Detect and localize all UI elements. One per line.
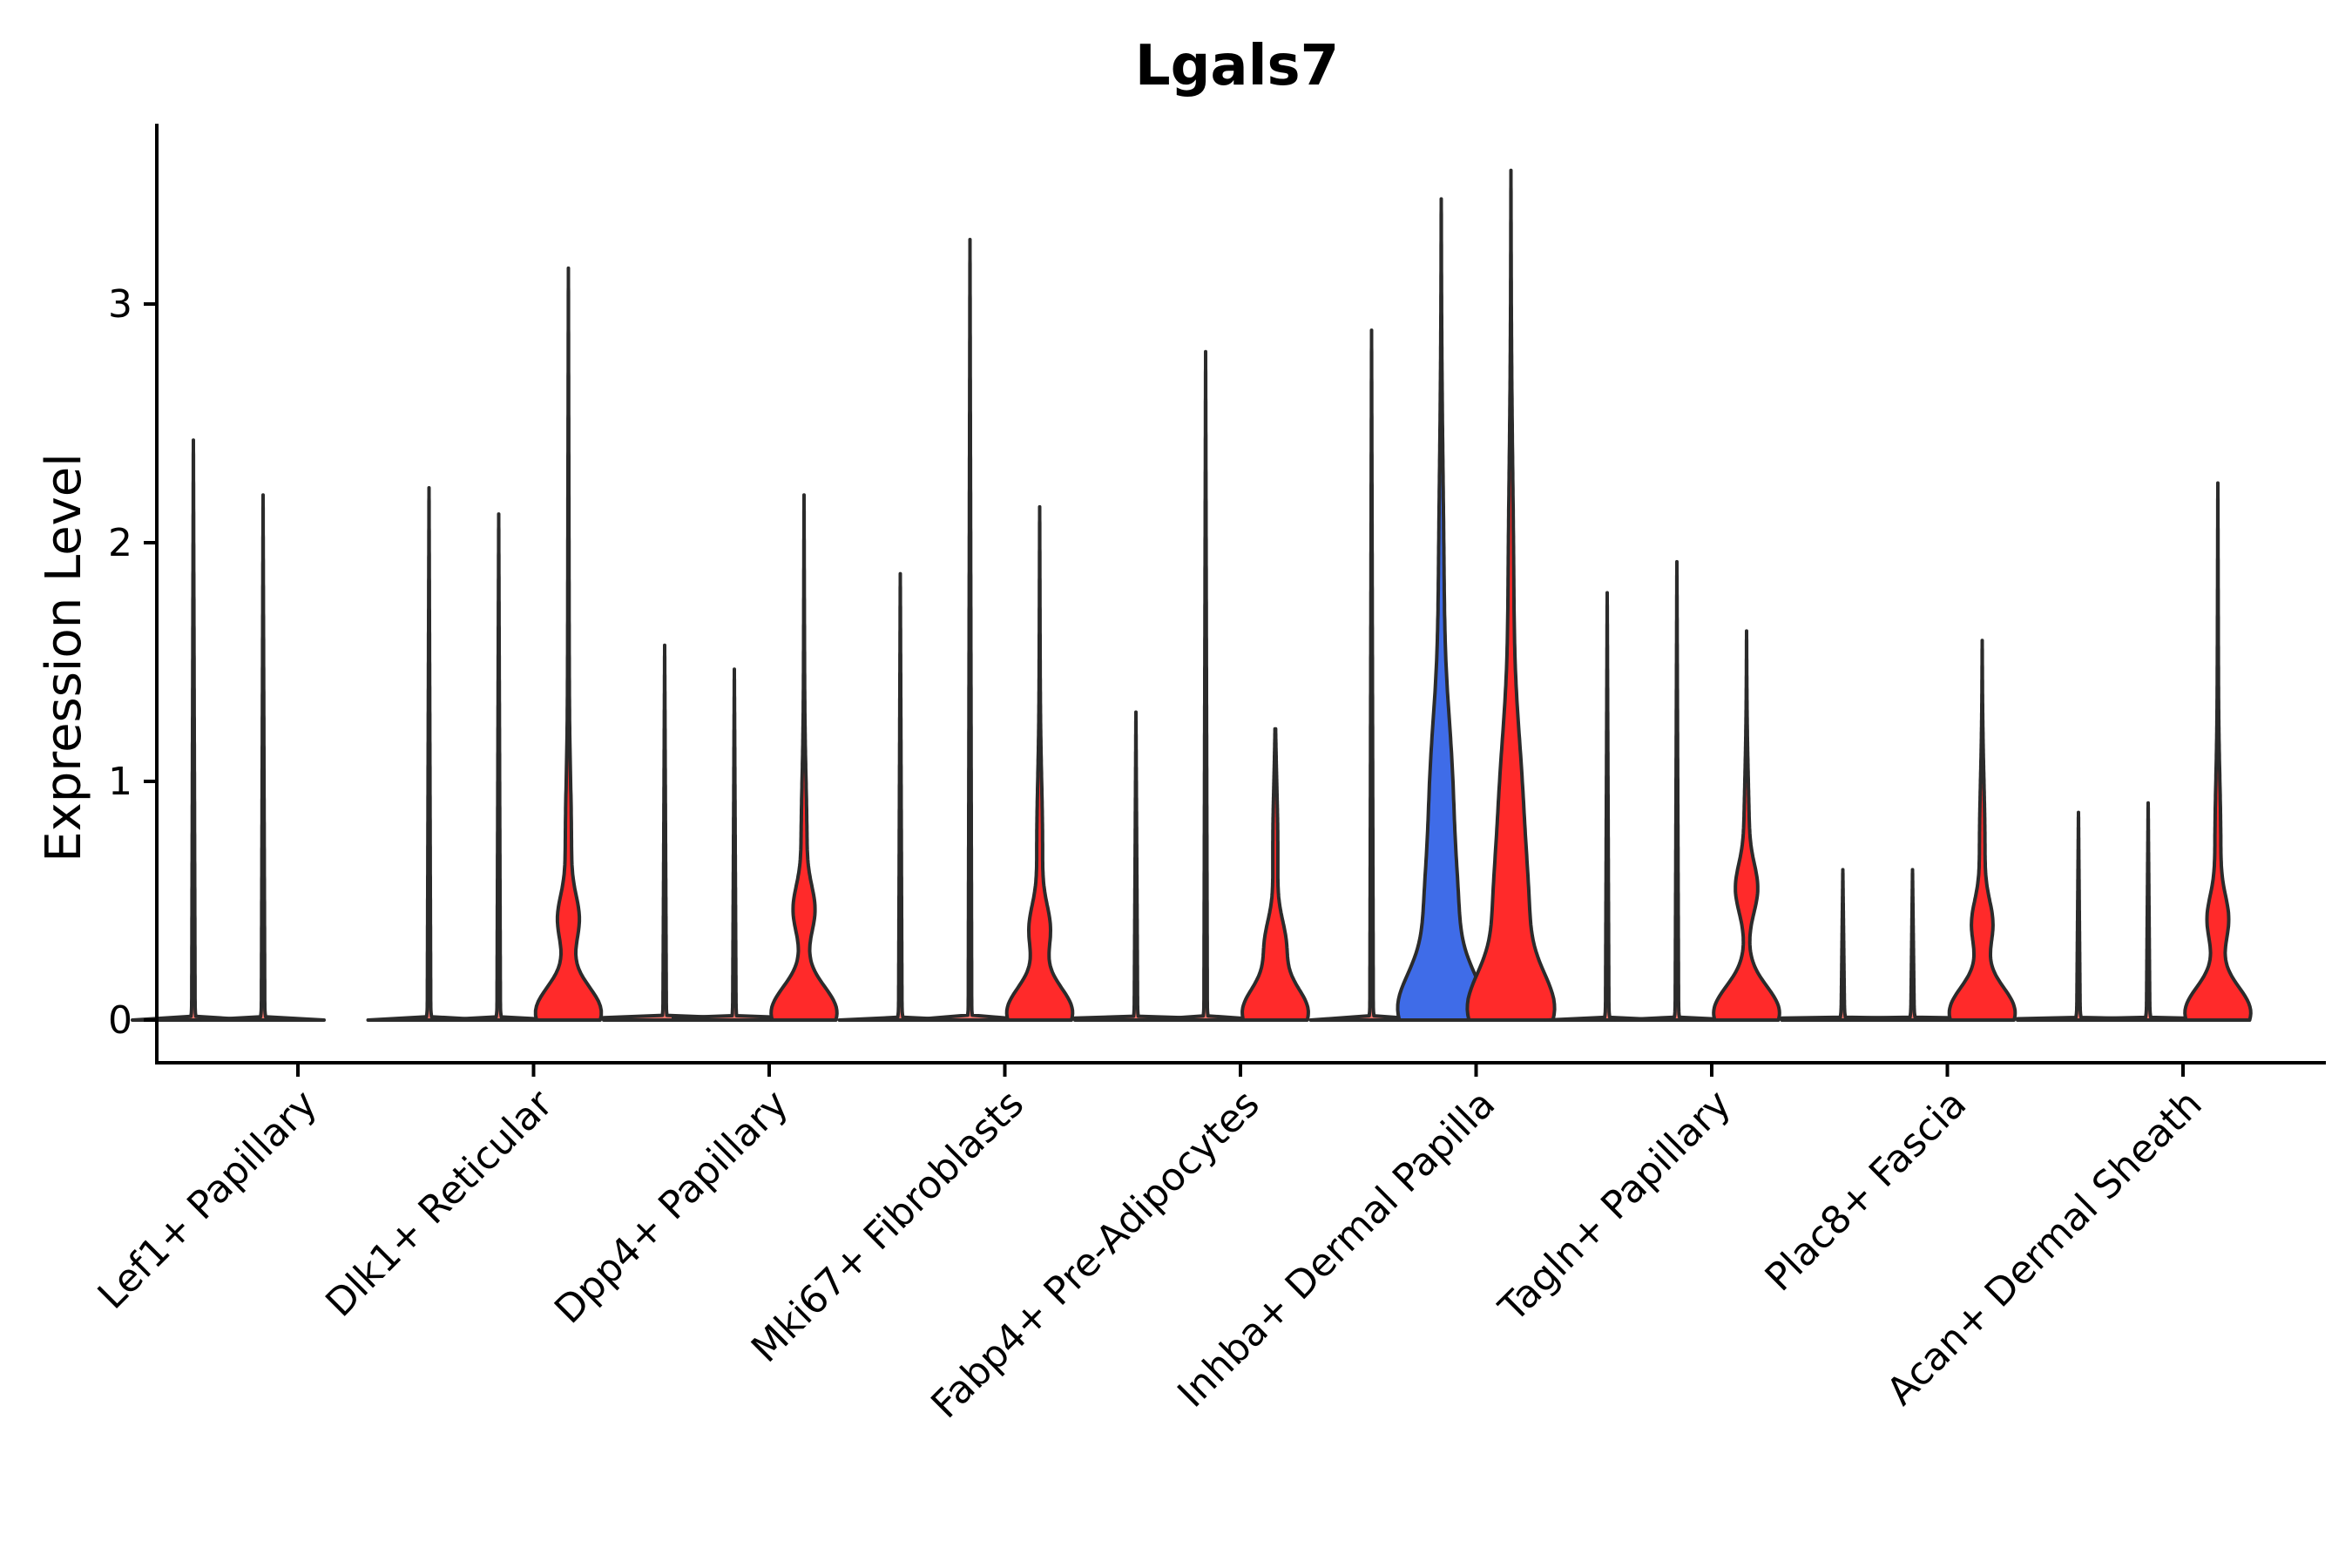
- violin-7-0: [1780, 868, 1906, 1022]
- violin-8-0: [2016, 810, 2141, 1022]
- violin-1-0: [366, 486, 492, 1022]
- y-tick-label: 2: [108, 521, 132, 565]
- violin-2-0: [602, 643, 727, 1022]
- violin-3-1: [907, 238, 1033, 1022]
- violin-6-0: [1544, 591, 1670, 1022]
- y-tick-label: 3: [108, 282, 132, 327]
- violin-8-1: [2085, 801, 2211, 1022]
- violin-5-2: [1465, 168, 1557, 1022]
- violins-layer: [131, 168, 2253, 1022]
- violin-1-1: [436, 512, 562, 1022]
- violin-2-2: [769, 493, 839, 1022]
- violin-7-1: [1849, 868, 1976, 1022]
- violin-6-1: [1614, 559, 1740, 1022]
- violin-5-1: [1396, 197, 1487, 1022]
- violin-4-0: [1073, 710, 1199, 1022]
- chart-title: Lgals7: [1135, 34, 1339, 98]
- violin-4-2: [1240, 727, 1310, 1022]
- violin-4-1: [1143, 349, 1268, 1022]
- y-ticks: 0 1 2 3: [108, 282, 157, 1043]
- y-tick-label: 1: [108, 760, 132, 804]
- violin-8-2: [2183, 481, 2253, 1022]
- y-axis-title: Expression Level: [36, 453, 92, 862]
- violin-3-0: [837, 571, 963, 1022]
- violin-2-1: [672, 667, 797, 1022]
- violin-6-2: [1712, 629, 1781, 1022]
- violin-3-2: [1004, 504, 1075, 1022]
- violin-1-2: [533, 266, 604, 1022]
- y-tick-label: 0: [108, 998, 132, 1043]
- violin-5-0: [1308, 328, 1435, 1022]
- violin-0-1: [200, 493, 326, 1022]
- violin-0-0: [131, 438, 256, 1022]
- violin-7-2: [1947, 639, 2017, 1022]
